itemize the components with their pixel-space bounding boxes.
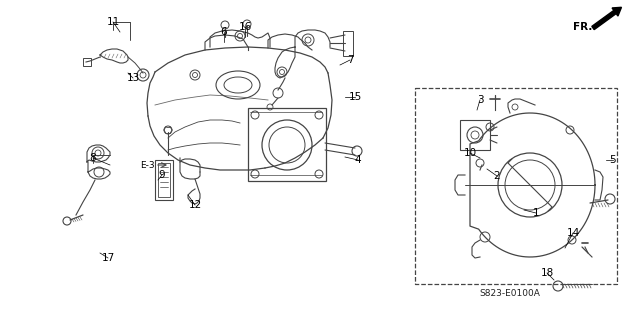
Text: 10: 10 [463, 148, 477, 158]
Text: FR.: FR. [573, 22, 593, 32]
Bar [83, 58, 91, 66]
Bar [415, 88, 617, 284]
Text: E-3: E-3 [140, 160, 154, 169]
Bar [248, 108, 326, 181]
Bar [155, 160, 173, 200]
Text: 2: 2 [493, 171, 500, 181]
Text: 5: 5 [610, 155, 616, 165]
Text: S823-E0100A: S823-E0100A [479, 288, 540, 298]
Text: 9: 9 [159, 170, 165, 180]
Text: 12: 12 [188, 200, 202, 210]
Bar [158, 163, 170, 197]
Text: 3: 3 [477, 95, 483, 105]
Text: 1: 1 [532, 208, 540, 218]
Bar [343, 31, 353, 56]
Text: 8: 8 [90, 153, 96, 163]
Text: 14: 14 [566, 228, 580, 238]
Text: 11: 11 [106, 17, 120, 27]
Text: 13: 13 [126, 73, 140, 83]
Text: 15: 15 [348, 92, 362, 102]
Text: 7: 7 [347, 55, 353, 65]
Text: 4: 4 [355, 155, 362, 165]
Text: 18: 18 [540, 268, 554, 278]
Text: 16: 16 [238, 22, 252, 32]
Text: 6: 6 [221, 27, 227, 37]
Bar [460, 120, 490, 150]
FancyArrow shape [592, 7, 621, 30]
Text: 17: 17 [101, 253, 115, 263]
